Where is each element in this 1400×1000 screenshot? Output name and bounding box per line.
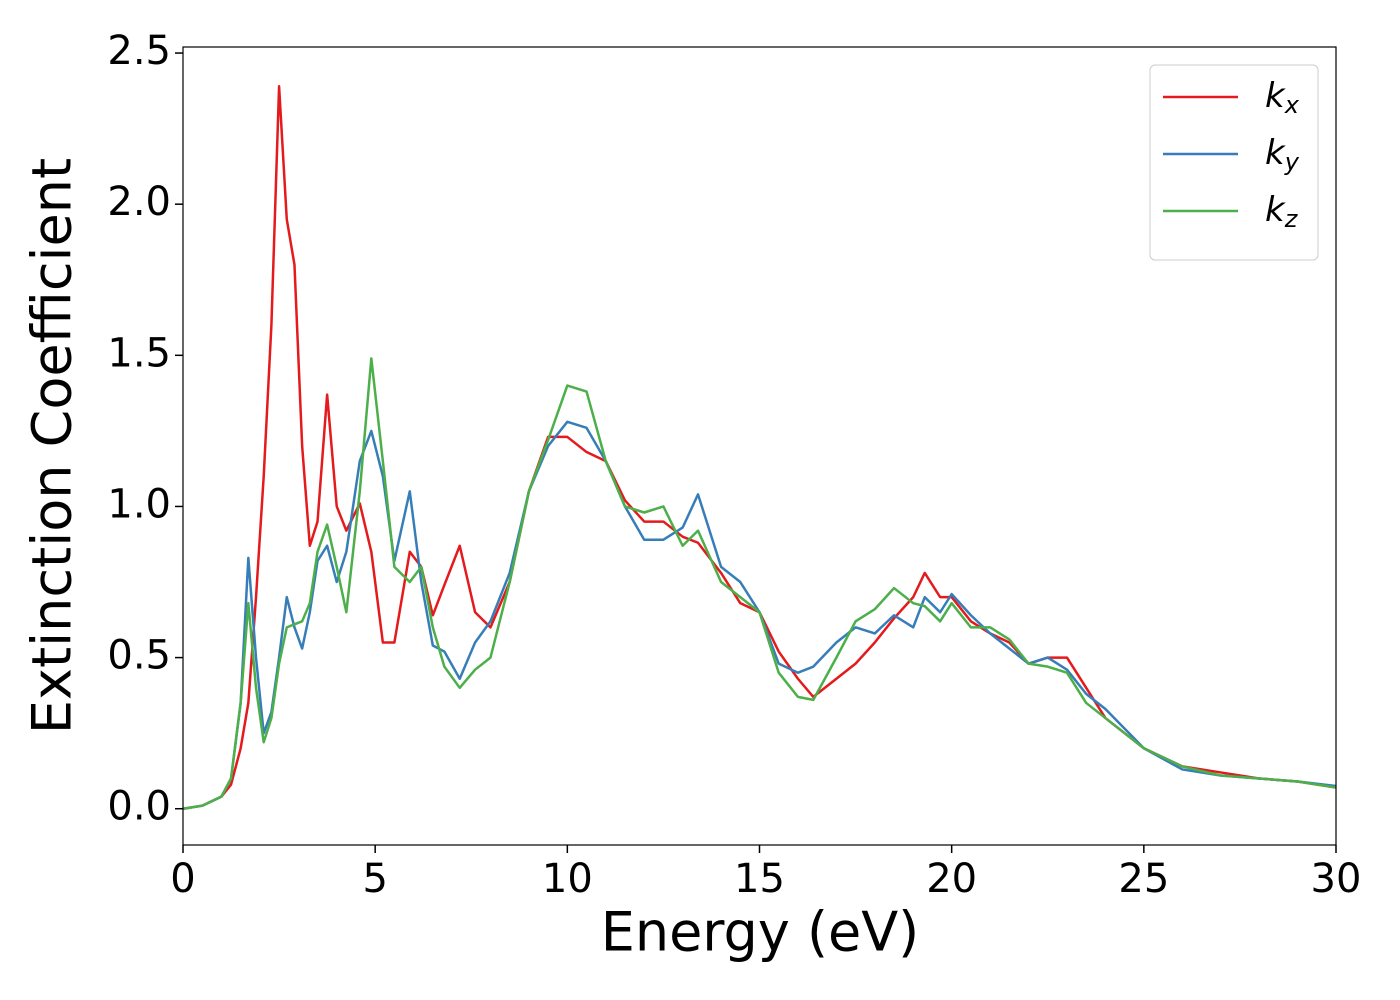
data-line bbox=[183, 357, 1336, 810]
x-tick-label: 10 bbox=[542, 856, 593, 902]
data-line bbox=[183, 85, 1336, 810]
x-tick-label: 0 bbox=[170, 856, 195, 902]
y-tick-label: 0.0 bbox=[107, 784, 171, 830]
y-tick-label: 0.5 bbox=[107, 633, 171, 679]
legend-label: kx bbox=[1265, 76, 1300, 120]
y-tick-label: 2.0 bbox=[107, 179, 171, 225]
data-line bbox=[183, 420, 1336, 810]
y-tick-label: 1.0 bbox=[107, 481, 171, 527]
x-tick-label: 25 bbox=[1118, 856, 1169, 902]
y-tick-label: 1.5 bbox=[107, 330, 171, 376]
y-axis-label: Extinction Coefficient bbox=[21, 158, 84, 734]
x-tick-label: 15 bbox=[734, 856, 785, 902]
legend-label: kz bbox=[1265, 190, 1299, 234]
x-tick-label: 30 bbox=[1311, 856, 1362, 902]
plot-frame bbox=[182, 46, 1337, 846]
x-axis-label: Energy (eV) bbox=[601, 901, 920, 964]
x-tick-label: 5 bbox=[362, 856, 387, 902]
y-tick-label: 2.5 bbox=[107, 28, 171, 74]
legend-label: ky bbox=[1265, 133, 1300, 177]
x-tick-label: 20 bbox=[926, 856, 977, 902]
